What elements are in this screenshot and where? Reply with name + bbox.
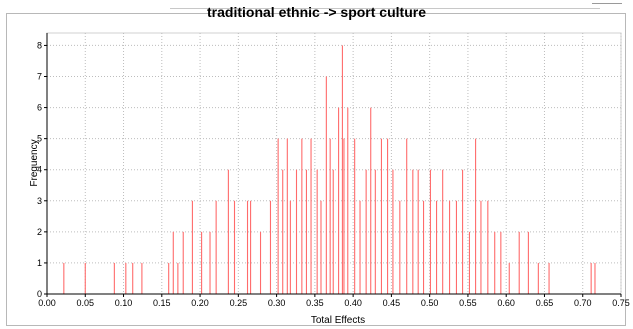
- x-tick-label: 0.65: [536, 298, 554, 308]
- plot-area: [46, 32, 622, 295]
- y-tick-label: 1: [37, 258, 42, 268]
- y-tick-label: 3: [37, 196, 42, 206]
- y-tick-labels: 0 1 2 3 4 5 6 7 8: [37, 40, 42, 299]
- x-tick-label: 0.20: [191, 298, 209, 308]
- x-tick-label: 0.30: [268, 298, 286, 308]
- axes: [44, 33, 622, 297]
- top-divider-short: [592, 3, 622, 4]
- x-tick-label: 0.60: [497, 298, 515, 308]
- x-tick-label: 0.55: [459, 298, 477, 308]
- y-axis-label: Frequency: [29, 139, 40, 186]
- y-tick-label: 0: [37, 289, 42, 299]
- y-tick-label: 7: [37, 72, 42, 82]
- y-tick-label: 4: [37, 165, 42, 175]
- chart-title: traditional ethnic -> sport culture: [207, 4, 426, 20]
- x-tick-label: 0.70: [574, 298, 592, 308]
- top-strip: [0, 0, 633, 12]
- x-tick-labels: 0.00 0.05 0.10 0.15 0.20 0.25 0.30 0.35 0.40 0.45…: [38, 298, 630, 308]
- top-divider: [170, 8, 600, 9]
- bars: [63, 45, 596, 294]
- y-tick-label: 8: [37, 40, 42, 50]
- y-tick-label: 5: [37, 134, 42, 144]
- y-tick-label: 2: [37, 227, 42, 237]
- x-tick-label: 0.05: [77, 298, 95, 308]
- x-tick-label: 0.25: [230, 298, 248, 308]
- x-tick-label: 0.00: [38, 298, 56, 308]
- x-axis-label: Total Effects: [311, 315, 365, 326]
- x-tick-label: 0.35: [306, 298, 324, 308]
- x-tick-label: 0.75: [612, 298, 630, 308]
- x-tick-label: 0.15: [153, 298, 171, 308]
- x-tick-label: 0.45: [383, 298, 401, 308]
- x-tick-label: 0.50: [421, 298, 439, 308]
- x-tick-label: 0.40: [344, 298, 362, 308]
- y-tick-label: 6: [37, 103, 42, 113]
- x-tick-label: 0.10: [115, 298, 133, 308]
